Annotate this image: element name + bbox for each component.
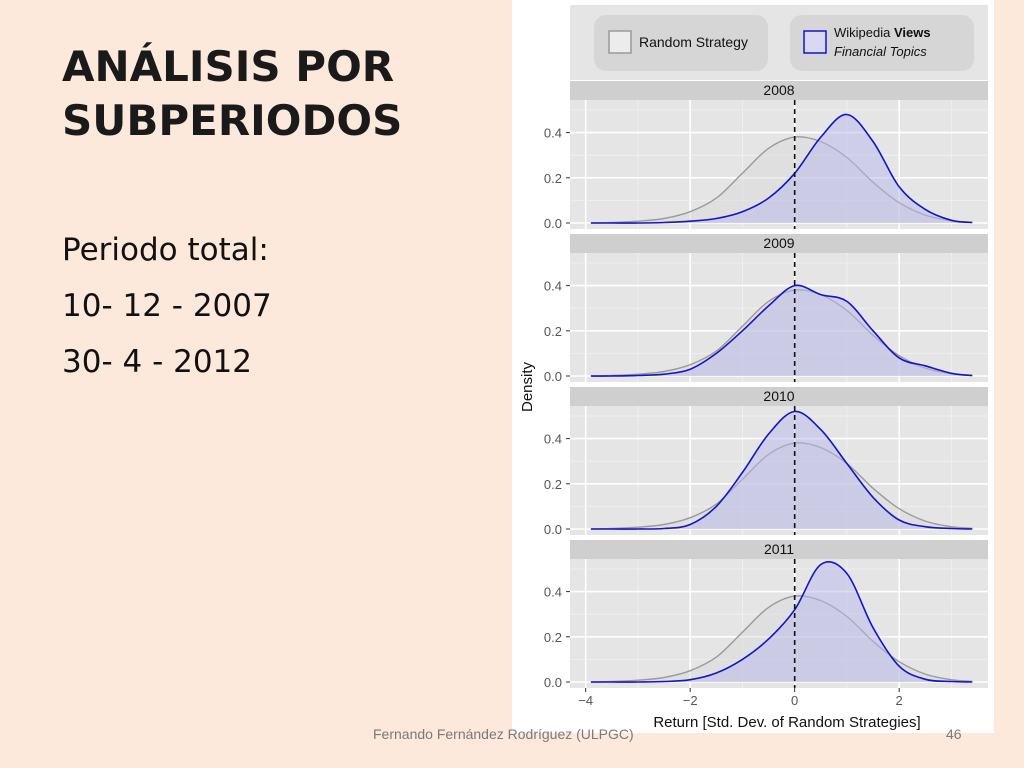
wikipedia-views-line	[590, 410, 973, 530]
x-axis: −4 −2 0 2	[578, 688, 903, 708]
y-tick-label: 0.4	[544, 279, 562, 294]
wikipedia-views-area	[590, 285, 973, 377]
facet-label: 2008	[763, 82, 794, 98]
legend-random-swatch	[608, 30, 632, 54]
y-tick-label: 0.2	[544, 630, 562, 645]
y-tick-label: 0.0	[544, 675, 562, 690]
facet-label: 2010	[763, 388, 794, 404]
slide-footer: Fernando Fernández Rodríguez (ULPGC)	[373, 726, 634, 742]
facet-strip	[570, 540, 988, 559]
page-number: 46	[946, 726, 962, 742]
facet-panel-2008: 2008 0.0 0.2 0.4	[544, 81, 988, 231]
chart-image: Random Strategy Wikipedia Views Financia…	[512, 0, 994, 733]
y-tick-label: 0.0	[544, 522, 562, 537]
y-tick-label: 0.4	[544, 585, 562, 600]
legend-item-random-box	[594, 15, 768, 71]
y-tick-label: 0.4	[544, 432, 562, 447]
x-tick-label: −2	[683, 693, 698, 708]
y-tick-label: 0.2	[544, 477, 562, 492]
legend-wiki-subtitle: Financial Topics	[834, 44, 927, 59]
slide-title-line-1: ANÁLISIS POR	[62, 42, 395, 91]
wikipedia-views-line	[590, 284, 973, 377]
x-tick-label: 2	[896, 693, 903, 708]
facet-strip	[570, 81, 988, 100]
density-chart: Random Strategy Wikipedia Views Financia…	[519, 0, 994, 733]
wikipedia-views-line	[590, 561, 973, 683]
legend-random-label: Random Strategy	[639, 34, 748, 50]
slide-title-line-2: SUBPERIODOS	[62, 96, 403, 145]
wikipedia-views-line	[590, 113, 973, 224]
legend-wiki-label: Wikipedia Views	[834, 25, 931, 40]
facet-panels: 20080.00.20.420090.00.20.420100.00.20.42…	[544, 81, 988, 690]
wikipedia-views-area	[590, 411, 973, 530]
body-line-2: 10- 12 - 2007	[62, 288, 272, 324]
slide-title: ANÁLISIS POR SUBPERIODOS	[62, 40, 502, 148]
x-tick-label: 0	[791, 693, 798, 708]
x-tick-label: −4	[578, 693, 593, 708]
legend: Random Strategy Wikipedia Views Financia…	[570, 5, 988, 80]
y-tick-label: 0.4	[544, 126, 562, 141]
facet-panel-2010: 2010 0.0 0.2 0.4	[544, 387, 988, 537]
legend-wiki-bold: Views	[894, 25, 931, 40]
facet-panel-2009: 2009 0.0 0.2 0.4	[544, 234, 988, 384]
body-line-1: Periodo total:	[62, 232, 269, 268]
random-strategy-line	[590, 595, 973, 683]
facet-label: 2009	[763, 235, 794, 251]
body-line-3: 30- 4 - 2012	[62, 344, 252, 380]
wikipedia-views-area	[590, 114, 973, 224]
y-tick-label: 0.2	[544, 171, 562, 186]
facet-strip	[570, 387, 988, 406]
y-tick-label: 0.0	[544, 216, 562, 231]
legend-wiki-swatch	[803, 30, 827, 54]
slide-body: Periodo total: 10- 12 - 2007 30- 4 - 201…	[62, 226, 272, 394]
wikipedia-views-area	[590, 561, 973, 683]
y-tick-label: 0.0	[544, 369, 562, 384]
facet-label: 2011	[764, 541, 794, 557]
legend-wiki-prefix: Wikipedia	[834, 25, 891, 40]
facet-strip	[570, 234, 988, 253]
legend-item-wiki-box	[790, 15, 974, 71]
y-axis-label: Density	[519, 361, 536, 412]
facet-panel-2011: 2011 0.0 0.2 0.4	[544, 540, 988, 690]
x-axis-label: Return [Std. Dev. of Random Strategies]	[653, 714, 920, 731]
y-tick-label: 0.2	[544, 324, 562, 339]
